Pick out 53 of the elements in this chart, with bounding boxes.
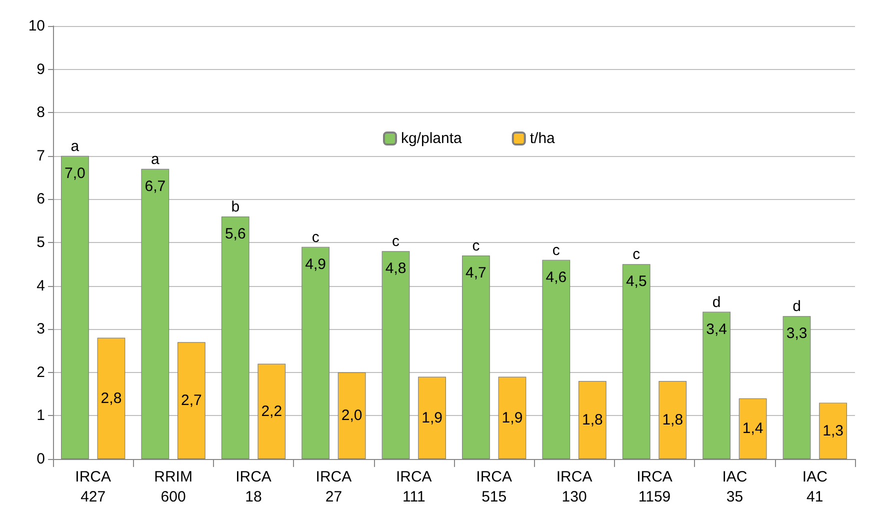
- y-tick-label: 1: [36, 407, 45, 424]
- annotation: d: [792, 298, 801, 316]
- data-label: 5,6: [224, 226, 246, 243]
- x-tick-label: IAC 41: [802, 468, 828, 506]
- annotation: a: [150, 150, 160, 168]
- y-tick-label: 0: [36, 450, 45, 468]
- data-label: 3,3: [786, 325, 808, 342]
- y-tick-label: 2: [36, 364, 45, 381]
- y-tick-label: 8: [36, 104, 45, 122]
- data-label: 2,0: [341, 407, 362, 424]
- y-tick-label: 5: [36, 234, 45, 251]
- x-tick-label: IRCA 427: [75, 468, 112, 506]
- data-label: 4,5: [626, 273, 647, 290]
- y-tick-label: 10: [28, 18, 45, 34]
- data-label: 1,9: [422, 409, 442, 426]
- y-tick-label: 4: [36, 277, 45, 294]
- y-tick-label: 9: [36, 60, 45, 78]
- annotation: b: [231, 198, 240, 216]
- x-tick-label: IRCA 1159: [636, 468, 672, 506]
- x-tick-label: IRCA 130: [556, 468, 592, 506]
- data-label: 3,4: [706, 320, 727, 338]
- annotation: c: [392, 233, 400, 250]
- x-tick-label: IRCA 515: [476, 468, 512, 506]
- data-label: 1,8: [662, 412, 684, 429]
- data-label: 1,3: [822, 422, 844, 440]
- x-tick-label: IRCA 27: [316, 468, 352, 506]
- data-label: 4,7: [466, 264, 486, 282]
- data-label: 4,8: [385, 260, 406, 278]
- annotation: c: [312, 228, 320, 246]
- x-tick-label: RRIM 600: [154, 468, 192, 506]
- data-label: 2,2: [261, 402, 282, 420]
- y-tick-label: 7: [36, 147, 45, 164]
- x-tick-label: IRCA 111: [396, 468, 432, 506]
- annotation: d: [712, 294, 721, 311]
- data-label: 4,6: [546, 268, 567, 286]
- annotation: c: [632, 246, 641, 264]
- annotation: c: [472, 237, 480, 254]
- x-tick-label: IRCA 18: [236, 468, 272, 506]
- data-label: 1,8: [582, 412, 603, 429]
- data-label: 7,0: [64, 164, 86, 182]
- data-label: 2,7: [181, 392, 202, 410]
- data-label: 6,7: [144, 178, 166, 195]
- legend-label: t/ha: [530, 130, 556, 147]
- annotation: a: [70, 138, 80, 155]
- x-tick-label: IAC 35: [722, 468, 748, 506]
- data-label: 1,9: [502, 409, 523, 426]
- annotation: c: [552, 242, 560, 259]
- data-label: 1,4: [742, 420, 764, 438]
- y-tick-label: 6: [36, 190, 45, 208]
- legend-label: kg/planta: [401, 130, 463, 147]
- data-label: 4,9: [305, 256, 326, 273]
- y-tick-label: 3: [36, 320, 45, 338]
- data-label: 2,8: [100, 390, 122, 407]
